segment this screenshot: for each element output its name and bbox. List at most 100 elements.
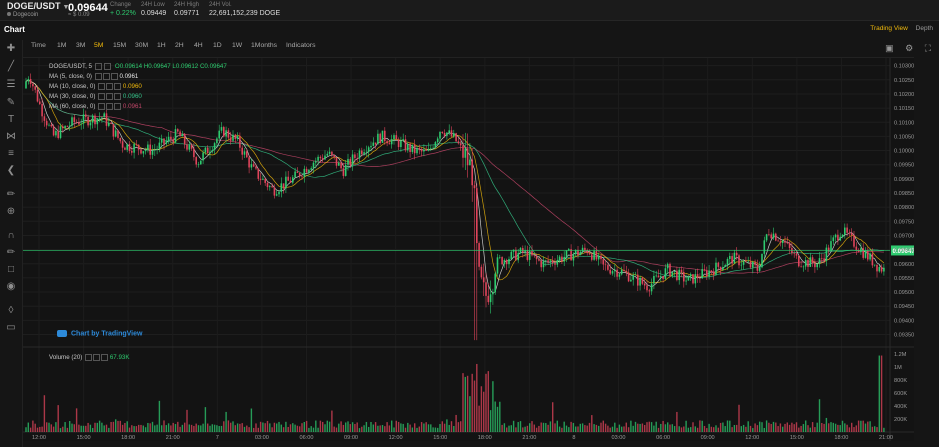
volume-bar xyxy=(110,421,112,432)
candle xyxy=(73,117,76,123)
legend-settings-icon[interactable] xyxy=(94,63,102,70)
ruler-icon[interactable]: ✏ xyxy=(6,189,16,200)
volume-bar xyxy=(664,424,667,432)
tf-5m[interactable]: 5M xyxy=(94,42,104,49)
tf-1m[interactable]: 1M xyxy=(57,42,67,49)
trash-icon[interactable]: ▭ xyxy=(6,322,16,333)
legend-close-icon[interactable] xyxy=(104,63,112,70)
volume-bar xyxy=(315,420,317,432)
tf-3m[interactable]: 3M xyxy=(76,42,86,49)
volume-bar xyxy=(92,427,94,432)
candle xyxy=(547,260,549,262)
candle xyxy=(600,255,602,260)
candle xyxy=(538,259,540,261)
lock-icon[interactable]: □ xyxy=(7,264,15,275)
layers-icon[interactable]: ◊ xyxy=(8,305,14,316)
chart-area[interactable]: 0.09647 0.10300 0.10250 0.10200 0.10150 0.101… xyxy=(23,57,914,441)
lock-drawing-icon[interactable]: ✏ xyxy=(6,247,16,258)
eye-icon[interactable]: ◉ xyxy=(6,281,16,292)
camera-icon[interactable]: ▣ xyxy=(885,43,894,53)
candle xyxy=(64,125,66,129)
candle xyxy=(832,237,835,242)
pattern-icon[interactable]: ⋈ xyxy=(6,131,16,142)
candle xyxy=(459,143,462,146)
candle xyxy=(255,166,257,169)
candle xyxy=(370,145,372,148)
volume-bar xyxy=(202,423,204,432)
volume-bar xyxy=(476,363,478,432)
tab-trading-view[interactable]: Trading View xyxy=(870,25,908,32)
volume-bar xyxy=(821,422,823,432)
tf-2h[interactable]: 2H xyxy=(175,42,184,49)
volume-bar xyxy=(374,422,377,432)
candle xyxy=(436,138,439,143)
tradingview-badge[interactable]: Chart by TradingView xyxy=(57,330,142,337)
volume-bar xyxy=(616,427,618,432)
indicators-button[interactable]: Indicators xyxy=(286,42,316,49)
candle xyxy=(66,125,69,127)
candle xyxy=(671,271,674,276)
chevron-down-icon: ▼ xyxy=(62,4,70,11)
tf-30m[interactable]: 30M xyxy=(135,42,149,49)
price-tick-label: 0.09550 xyxy=(894,276,914,282)
fib-icon[interactable]: ☰ xyxy=(6,79,16,90)
tf-1w[interactable]: 1W xyxy=(232,42,243,49)
volume-bar xyxy=(71,423,73,432)
magnet-icon[interactable]: ∩ xyxy=(7,230,15,241)
pair-selector[interactable]: DOGE/USDT ▼ xyxy=(7,1,69,11)
volume-bar xyxy=(618,424,621,432)
volume-bar xyxy=(600,422,602,432)
tf-1h[interactable]: 1H xyxy=(157,42,166,49)
candle xyxy=(409,143,411,153)
fullscreen-icon[interactable]: ⛶ xyxy=(924,43,931,53)
low-stat: 24H Low 0.09449 xyxy=(141,2,167,17)
candle xyxy=(821,258,823,259)
candle xyxy=(775,233,777,241)
volume-bar xyxy=(349,424,351,432)
candle xyxy=(34,86,36,90)
trend-line-icon[interactable]: ╱ xyxy=(7,61,15,72)
tf-4h[interactable]: 4H xyxy=(194,42,203,49)
volume-bar xyxy=(630,420,632,432)
tf-15m[interactable]: 15M xyxy=(113,42,127,49)
measure-icon[interactable]: ≡ xyxy=(8,148,14,159)
price-chart[interactable]: 0.09647 0.10300 0.10250 0.10200 0.10150 0.101… xyxy=(23,58,914,441)
settings-icon[interactable]: ⚙ xyxy=(905,43,914,53)
candle xyxy=(183,134,186,145)
volume-bar xyxy=(177,421,179,432)
volume-bar xyxy=(342,424,345,432)
candle xyxy=(726,258,729,266)
candle xyxy=(878,267,881,272)
candle xyxy=(321,158,324,160)
candle xyxy=(639,277,641,286)
brush-icon[interactable]: ✎ xyxy=(6,97,16,108)
candle xyxy=(310,168,312,170)
tf-1months[interactable]: 1Months xyxy=(251,42,278,49)
candle xyxy=(239,136,241,148)
tab-depth[interactable]: Depth xyxy=(915,25,933,32)
candle xyxy=(402,139,404,141)
volume-bar xyxy=(480,386,483,432)
tf-time[interactable]: Time xyxy=(31,42,46,49)
volume-bar xyxy=(653,425,655,432)
candle xyxy=(331,151,333,155)
time-tick-label: 06:00 xyxy=(656,435,670,441)
volume-bar xyxy=(379,425,381,432)
volume-bar xyxy=(641,423,644,432)
volume-bar xyxy=(308,427,310,432)
zoom-icon[interactable]: ⊕ xyxy=(6,206,16,217)
text-icon[interactable]: T xyxy=(7,114,15,125)
candle xyxy=(864,250,867,258)
tf-1d[interactable]: 1D xyxy=(213,42,222,49)
volume-bar xyxy=(273,422,276,432)
candle xyxy=(696,274,699,279)
volume-bar xyxy=(462,373,464,432)
volume-tick-label: 1.2M xyxy=(894,352,907,358)
volume-bar xyxy=(621,426,623,432)
crosshair-icon[interactable]: ✚ xyxy=(6,43,16,54)
candle xyxy=(43,116,46,121)
candle xyxy=(190,144,193,149)
current-price-label: 0.09647 xyxy=(893,248,915,255)
arrow-icon[interactable]: ❮ xyxy=(6,165,16,176)
volume-bar xyxy=(333,426,335,432)
